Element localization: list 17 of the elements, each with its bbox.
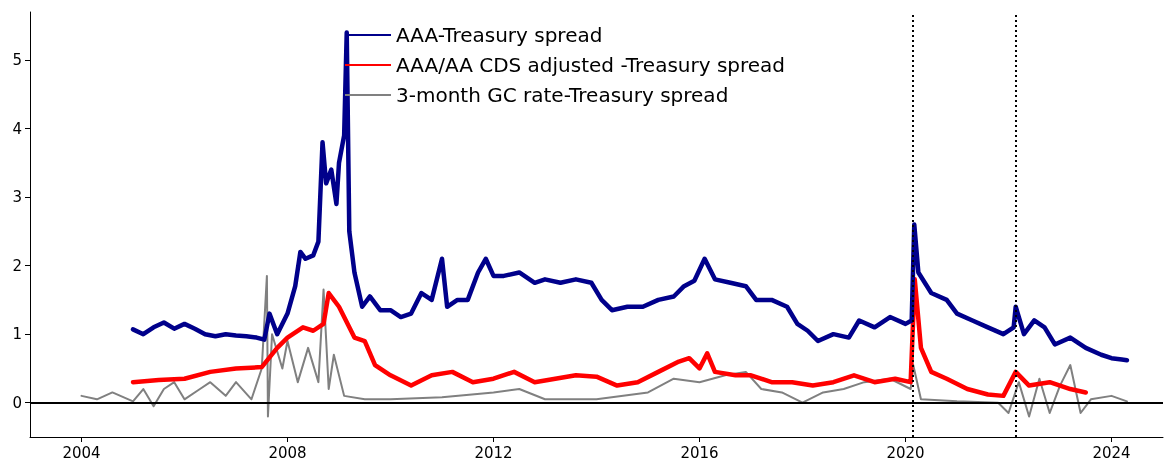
x-tick-label: 2008 — [268, 443, 307, 462]
y-tick-label: 2 — [12, 256, 22, 275]
line-series — [80, 274, 1128, 418]
y-tick-label: 0 — [12, 393, 22, 412]
x-tick-label: 2016 — [680, 443, 719, 462]
x-tick-label: 2020 — [886, 443, 925, 462]
y-tick-label: 3 — [12, 188, 22, 207]
y-tick-label: 5 — [12, 50, 22, 69]
y-tick-label: 4 — [12, 119, 22, 138]
legend-label: AAA/AA CDS adjusted -Treasury spread — [396, 53, 786, 77]
x-tick-label: 2024 — [1092, 443, 1131, 462]
x-tick-label: 2004 — [62, 443, 101, 462]
x-tick-label: 2012 — [474, 443, 513, 462]
legend-label: 3-month GC rate-Treasury spread — [396, 83, 729, 107]
legend-label: AAA-Treasury spread — [396, 23, 603, 47]
y-tick-label: 1 — [12, 325, 22, 344]
line-series — [130, 277, 1088, 399]
